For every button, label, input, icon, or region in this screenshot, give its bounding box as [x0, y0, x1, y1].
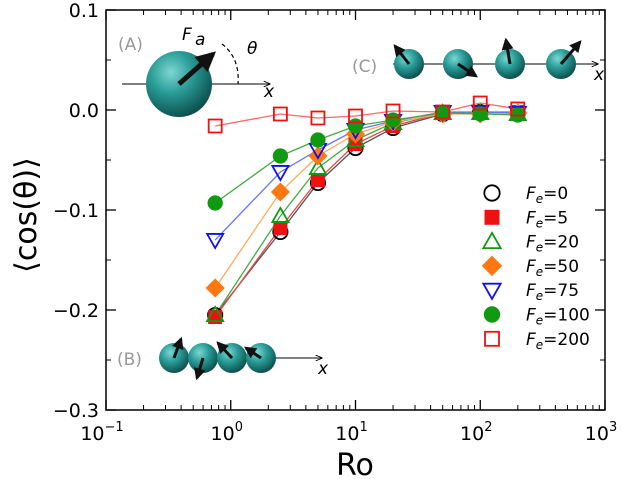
legend-label: Fe=200 [526, 330, 590, 352]
x-tick-label: 102 [460, 420, 492, 445]
data-point [308, 146, 328, 166]
data-point [348, 108, 363, 124]
inset-c-arrow-icon [457, 62, 478, 78]
x-tick-label: 103 [585, 420, 617, 445]
data-point [385, 103, 401, 119]
inset-c: (C) x [352, 37, 605, 85]
y-tick-label: −0.3 [53, 400, 99, 422]
legend-label: Fe=100 [526, 306, 590, 328]
y-tick-label: 0.1 [69, 0, 99, 22]
inset-b-arrow-icon [172, 336, 184, 359]
data-point [472, 95, 488, 111]
data-point [207, 118, 223, 134]
series-line [214, 112, 518, 316]
data-point [272, 106, 288, 122]
legend-marker [481, 282, 503, 301]
inset-a-axis-symbol: x [263, 82, 275, 102]
data-point [385, 112, 401, 128]
x-tick-label: 100 [211, 420, 243, 445]
data-point [270, 165, 291, 182]
legend-marker [483, 306, 501, 323]
legend-marker [484, 330, 500, 347]
inset-b-label: (B) [117, 350, 142, 370]
data-point [205, 233, 225, 250]
inset-c-arrow-icon [393, 44, 411, 65]
inset-b-axis-symbol: x [317, 359, 329, 379]
legend-marker [481, 231, 503, 250]
y-tick-label: 0.0 [69, 100, 99, 122]
data-point [310, 173, 325, 187]
data-point [510, 101, 526, 117]
inset-c-axis-symbol: x [593, 65, 605, 85]
legend-label: Fe=20 [526, 233, 579, 255]
data-point [347, 118, 364, 134]
inset-a: (A) F a θ x [118, 25, 275, 117]
data-point [273, 221, 288, 235]
data-point [205, 305, 225, 322]
legend-label: Fe=5 [526, 208, 568, 230]
inset-b: (B) x [117, 336, 329, 381]
legend-marker [484, 209, 500, 225]
inset-b-arrow-icon [216, 341, 234, 360]
inset-a-force-sub: a [195, 30, 205, 50]
data-point [308, 158, 328, 175]
y-tick-label: −0.2 [53, 300, 99, 322]
inset-a-angle-symbol: θ [247, 39, 258, 59]
inset-c-arrow-icon [559, 40, 582, 65]
inset-b-arrow-icon [194, 357, 206, 381]
y-axis-title: ⟨cos(θ)⟩ [9, 157, 44, 273]
legend-marker [483, 184, 501, 202]
data-point [270, 206, 291, 223]
data-point [310, 132, 326, 148]
legend-label: Fe=75 [526, 281, 579, 303]
data-point [272, 148, 289, 164]
axis-ticks: 10−1 100 101 102 103 0.1 0.0 −0.1 −0.2 −0.3 [53, 0, 617, 445]
data-point [207, 195, 223, 211]
inset-c-label: (C) [352, 57, 377, 77]
legend-label: Fe=50 [526, 257, 579, 279]
inset-b-arrow-icon [244, 346, 262, 360]
plot-frame [105, 9, 606, 411]
data-point [472, 106, 488, 122]
inset-a-angle-arc-icon [221, 43, 239, 85]
x-tick-label: 101 [335, 420, 367, 445]
series-layer [205, 95, 528, 324]
inset-a-force-symbol: F [182, 25, 192, 45]
data-point [435, 104, 451, 120]
legend-marker [481, 255, 503, 277]
y-tick-label: −0.1 [53, 200, 99, 222]
inset-a-label: (A) [118, 35, 143, 55]
inset-a-force-arrow-icon [177, 51, 216, 86]
x-axis-title: Ro [336, 448, 374, 479]
legend-label: Fe=0 [526, 184, 568, 206]
series-line [214, 112, 518, 204]
data-point [205, 278, 225, 298]
series-line [214, 111, 518, 316]
inset-c-arrow-icon [501, 37, 514, 65]
data-point [310, 110, 326, 126]
x-tick-label: 10−1 [80, 420, 123, 445]
data-point [270, 182, 290, 202]
